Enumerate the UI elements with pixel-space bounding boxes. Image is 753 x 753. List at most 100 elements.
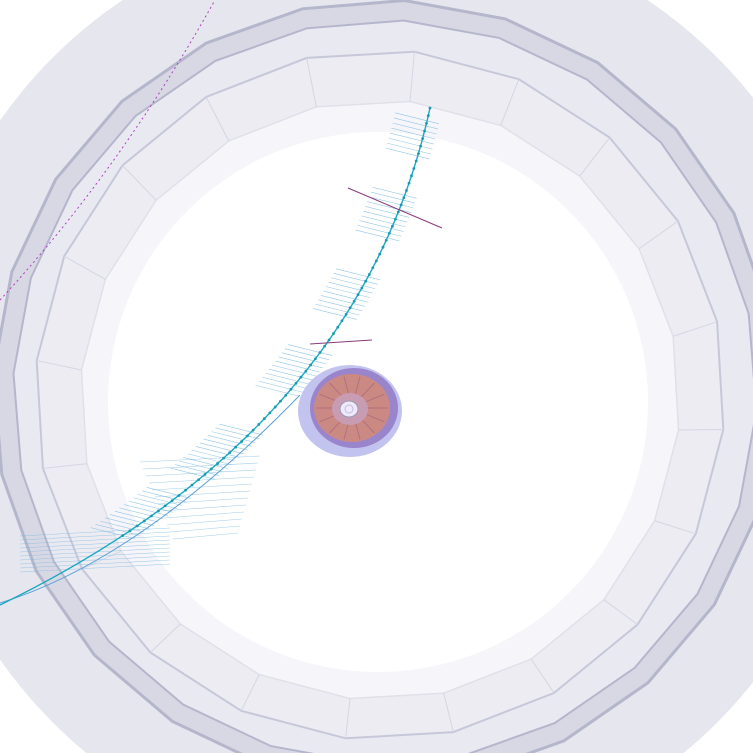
track-hit-point (360, 286, 364, 290)
hit-strip (281, 352, 326, 365)
track-hit-point (157, 509, 160, 513)
hit-strip (109, 514, 155, 526)
hit-strip (146, 487, 191, 499)
hit-strip (119, 507, 164, 520)
hit-strip (19, 547, 171, 557)
track-hit-point (391, 224, 394, 228)
hit-strip (90, 527, 135, 539)
track-hit-point (367, 273, 371, 276)
hit-strip (128, 500, 173, 513)
inner-ring-segment (122, 165, 157, 201)
hit-strip (19, 555, 171, 565)
track-hit-point (313, 357, 317, 361)
track-hit-point (426, 114, 430, 118)
inner-ring-segment (345, 698, 351, 739)
track-hit-point (407, 181, 411, 185)
track-hit-point (421, 137, 425, 140)
hit-strip (199, 442, 244, 455)
inner-ring-segment (63, 255, 106, 280)
track-hit-point (251, 428, 255, 432)
hit-strip (172, 532, 239, 540)
hit-strip (160, 504, 247, 512)
hit-strip (359, 220, 404, 232)
inner-ring-segment (530, 658, 555, 694)
hit-strip (114, 510, 159, 523)
hit-strip (323, 290, 368, 303)
track-hit-point (399, 203, 403, 207)
inner-ring-segment (638, 220, 679, 250)
inner-ring-segment (306, 57, 317, 107)
track-hit-point (222, 456, 226, 460)
hit-strip (328, 281, 373, 294)
hit-strip (372, 186, 417, 199)
inner-ring-segment (42, 463, 87, 469)
hit-strip (361, 215, 406, 228)
hit-strip (287, 344, 333, 356)
track-hit-point (121, 534, 125, 538)
hit-strip (166, 518, 243, 526)
track-hit-point (284, 393, 288, 397)
hit-strip (369, 196, 414, 209)
track-hit-point (371, 266, 375, 270)
inner-ring-segment (81, 550, 122, 570)
track-hit-point (419, 144, 422, 148)
hit-strip (265, 372, 310, 385)
track-hit-point (428, 106, 432, 110)
track-hit-point (396, 210, 400, 214)
track-hit-point (323, 344, 327, 348)
hit-strip (385, 147, 430, 160)
hit-strip (258, 380, 303, 393)
track-hit-point (423, 129, 426, 133)
vertex-center (339, 400, 359, 418)
track-hit-point (309, 363, 313, 367)
inner-ring-segment (672, 321, 718, 337)
track-hit-point (184, 488, 187, 492)
magenta-dotted-track (0, 0, 216, 301)
hit-strip (191, 449, 236, 462)
track-hit-point (387, 231, 391, 235)
track-hit-point (364, 279, 368, 283)
hit-strip (312, 308, 357, 320)
hit-strip (272, 364, 317, 377)
hit-strip (275, 360, 320, 373)
hit-strip (19, 563, 171, 573)
hit-strip (395, 112, 440, 125)
hit-strip (335, 268, 381, 281)
track-hit-point (384, 238, 388, 242)
central-vertex-detector (298, 365, 402, 457)
hit-strip (255, 384, 300, 397)
track-hit-point (304, 369, 308, 373)
hit-strip (393, 117, 438, 130)
track-hit-point (378, 252, 382, 256)
track-hit-point (414, 159, 418, 163)
hit-strip (268, 368, 314, 381)
track-hit-point (203, 472, 207, 476)
track-hits (121, 106, 432, 538)
track-hit-point (412, 167, 416, 170)
hit-strip (326, 286, 371, 298)
track-hit-point (262, 417, 266, 421)
track-hit-point (234, 445, 238, 449)
track-hit-point (340, 319, 344, 323)
hit-strip (333, 272, 378, 285)
hit-strip (318, 299, 363, 312)
track-hit-point (170, 499, 174, 503)
hit-strip (105, 517, 150, 530)
track-hit-point (209, 467, 213, 471)
hit-strip (142, 462, 259, 470)
hit-strip (367, 201, 412, 213)
track-hit-point (240, 440, 244, 443)
track-hit-point (257, 423, 261, 426)
hit-strip (195, 446, 240, 458)
hit-strip (95, 524, 140, 536)
track-hit-point (336, 325, 340, 329)
hit-strip (169, 525, 241, 533)
inner-ring-segment (678, 428, 724, 431)
hit-strip (100, 520, 145, 533)
track-hit-point (332, 332, 335, 336)
hit-strip (357, 224, 402, 237)
inner-ring-segment (500, 78, 520, 126)
track-hit-point (279, 399, 282, 403)
